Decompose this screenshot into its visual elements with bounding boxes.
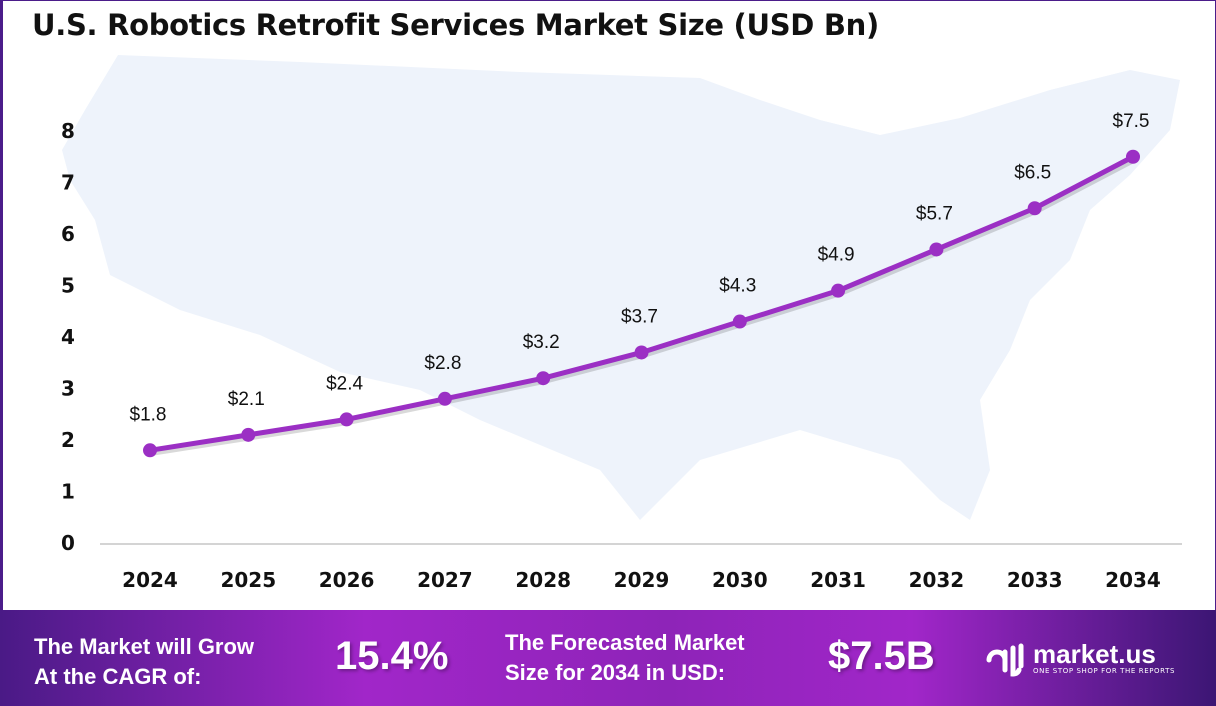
x-tick-label: 2027 [417,568,473,592]
y-tick-label: 2 [61,428,75,452]
data-label: $2.8 [424,353,461,374]
y-tick-label: 3 [61,377,75,401]
data-label: $4.9 [818,245,855,266]
data-point [339,412,354,427]
data-label: $3.7 [621,306,658,327]
y-tick-label: 8 [61,119,75,143]
data-point [143,443,157,458]
logo-tagline: ONE STOP SHOP FOR THE REPORTS [1033,667,1176,675]
forecast-label-line2: Size for 2034 in USD: [505,660,726,685]
footer-banner: The Market will Grow At the CAGR of: 15.… [0,610,1216,706]
data-point [1126,149,1140,164]
cagr-label: The Market will Grow At the CAGR of: [34,632,254,692]
data-label: $5.7 [916,203,953,224]
market-us-logo: market.us ONE STOP SHOP FOR THE REPORTS [985,638,1175,678]
logo-mark-icon [986,643,1024,677]
y-tick-label: 1 [61,480,75,504]
y-tick-label: 7 [61,171,75,195]
cagr-label-line1: The Market will Grow [34,634,255,659]
forecast-value: $7.5B [828,634,935,678]
data-point [634,345,649,360]
chart-title: U.S. Robotics Retrofit Services Market S… [32,8,879,42]
data-label: $3.2 [523,332,560,353]
logo-name: market.us [1033,639,1156,669]
x-tick-label: 2032 [909,568,965,592]
x-tick-label: 2024 [122,568,178,592]
y-tick-label: 6 [61,222,75,246]
data-point [831,283,846,298]
x-tick-label: 2029 [614,568,670,592]
data-label: $4.3 [719,276,756,297]
data-label: $2.4 [326,373,363,394]
x-tick-label: 2030 [712,568,768,592]
data-point [536,371,551,386]
y-tick-label: 4 [61,325,75,349]
data-point [437,391,452,406]
x-tick-label: 2028 [515,568,571,592]
y-tick-label: 0 [61,531,75,555]
x-tick-label: 2025 [220,568,276,592]
data-point [241,427,256,442]
x-tick-label: 2026 [319,568,375,592]
data-label: $1.8 [130,404,167,425]
x-tick-label: 2034 [1105,568,1161,592]
data-point [732,314,747,329]
data-label: $2.1 [228,389,265,410]
us-map-silhouette [62,55,1180,520]
forecast-label: The Forecasted Market Size for 2034 in U… [505,628,745,688]
data-point [929,242,944,257]
y-tick-label: 5 [61,274,75,298]
data-label: $6.5 [1014,162,1051,183]
forecast-label-line1: The Forecasted Market [505,630,745,655]
line-chart: 0 1 2 3 4 5 6 7 8 2024 2025 2026 2027 2028 2029 2030 20… [61,55,1182,592]
x-tick-label: 2033 [1007,568,1063,592]
cagr-label-line2: At the CAGR of: [34,664,202,689]
x-tick-label: 2031 [810,568,866,592]
data-label: $7.5 [1113,111,1150,132]
data-point [1027,201,1042,216]
cagr-value: 15.4% [335,634,449,678]
